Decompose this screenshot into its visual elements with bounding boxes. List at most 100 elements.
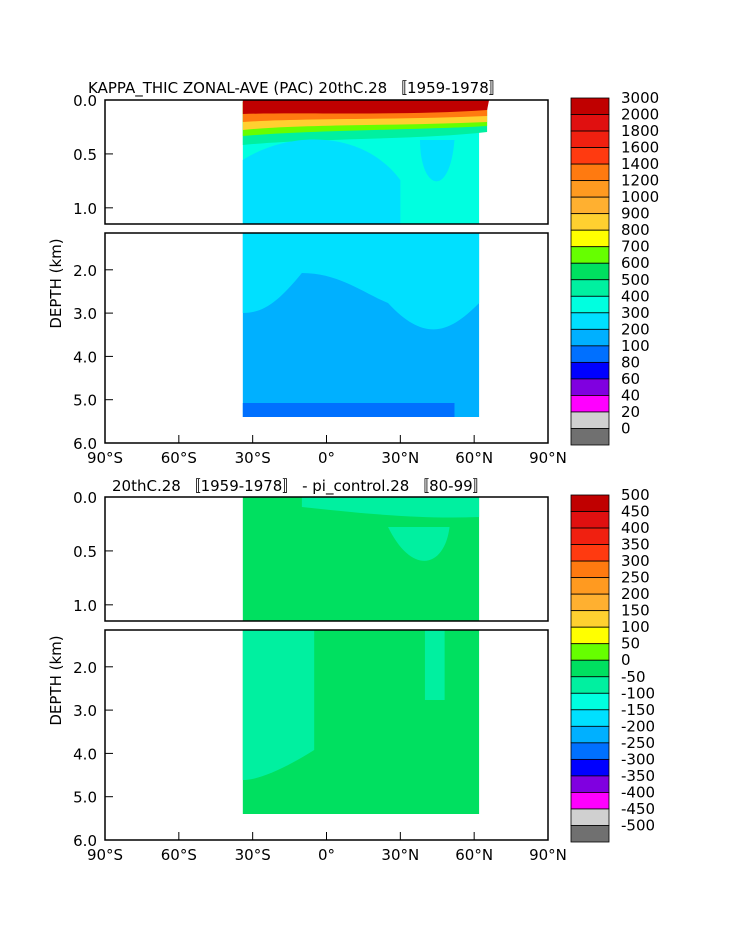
field-band-200 [242, 403, 455, 417]
y-tick-label: 0.5 [73, 146, 97, 164]
y-tick-label: 2.0 [73, 262, 97, 280]
colorbar-label: 500 [621, 486, 650, 504]
colorbar-label: -500 [621, 816, 655, 834]
colorbar-swatch [570, 775, 610, 793]
colorbar-swatch [570, 411, 610, 429]
colorbar-swatch [570, 378, 610, 396]
field-region-lower-400 [242, 233, 480, 330]
y-tick-label: 3.0 [73, 305, 97, 323]
colorbar-label: -200 [621, 717, 655, 735]
colorbar-label: 1800 [621, 122, 659, 140]
y-tick-label: 2.0 [73, 659, 97, 677]
colorbar-label: 250 [621, 569, 650, 587]
colorbar-label: 2000 [621, 106, 659, 124]
colorbar: 3000200018001600140012001000900800700600… [570, 89, 659, 446]
field-layers [242, 497, 480, 814]
colorbar-label: 400 [621, 519, 650, 537]
x-tick-label: 0° [318, 449, 335, 467]
x-tick-label: 60°N [455, 449, 493, 467]
chart-title: KAPPA_THIC ZONAL-AVE (PAC) 20thC.28 〚195… [88, 79, 504, 98]
y-tick-label: 5.0 [73, 789, 97, 807]
colorbar-label: -350 [621, 767, 655, 785]
colorbar-label: 0 [621, 419, 631, 437]
colorbar-swatch [570, 229, 610, 248]
colorbar-swatch [570, 163, 610, 182]
colorbar-label: 400 [621, 287, 650, 305]
colorbar-swatch [570, 328, 610, 347]
colorbar-label: 3000 [621, 89, 659, 107]
colorbar-label: 150 [621, 602, 650, 620]
y-tick-label: 0.0 [73, 489, 97, 507]
colorbar-label: 300 [621, 304, 650, 322]
colorbar-swatch [570, 825, 610, 843]
colorbar-swatch [570, 692, 610, 711]
colorbar-swatch [570, 577, 610, 595]
colorbar-label: 700 [621, 238, 650, 256]
colorbar-label: -100 [621, 684, 655, 702]
field-layers [242, 100, 490, 417]
colorbar-label: 1400 [621, 155, 659, 173]
colorbar-label: 20 [621, 403, 640, 421]
colorbar-swatch [570, 130, 610, 148]
y-tick-label: 0.0 [73, 92, 97, 110]
field-patch-400 [420, 140, 455, 182]
colorbar-swatch [570, 742, 610, 760]
y-axis-label: DEPTH (km) [47, 635, 65, 725]
field-band-neg50 [301, 497, 480, 518]
x-tick-label: 60°S [161, 449, 197, 467]
colorbar-label: 40 [621, 386, 640, 404]
colorbar-swatch [570, 345, 610, 363]
colorbar-label: 60 [621, 370, 640, 388]
field-region-400 [242, 139, 401, 224]
colorbar-swatch [570, 792, 610, 810]
chart-title: 20thC.28 〚1959-1978〛 - pi_control.28 〚80… [112, 477, 488, 496]
colorbar-label: 1600 [621, 139, 659, 157]
x-tick-label: 90°N [529, 846, 567, 864]
colorbar-label: 200 [621, 585, 650, 603]
field-patch-neg50 [388, 527, 450, 561]
y-tick-label: 1.0 [73, 200, 97, 218]
x-tick-label: 30°N [381, 449, 419, 467]
colorbar-swatch [570, 246, 610, 264]
colorbar-swatch [570, 196, 610, 215]
colorbar-swatch [570, 593, 610, 612]
colorbar-label: 500 [621, 271, 650, 289]
axes-upper [104, 496, 549, 622]
field-band-3000 [242, 100, 490, 114]
colorbar-label: 0 [621, 651, 631, 669]
colorbar-label: -50 [621, 668, 646, 686]
colorbar-swatch [570, 312, 610, 330]
colorbar-label: 50 [621, 635, 640, 653]
colorbar-swatch [570, 610, 610, 628]
colorbar-label: 450 [621, 503, 650, 521]
colorbar-swatch [570, 626, 610, 645]
colorbar-swatch [570, 659, 610, 678]
colorbar-swatch [570, 180, 610, 198]
colorbar-swatch [570, 395, 610, 413]
chart-panel-1: KAPPA_THIC ZONAL-AVE (PAC) 20thC.28 〚195… [47, 79, 659, 467]
y-axis-label: DEPTH (km) [47, 238, 65, 328]
axes-upper [104, 99, 549, 225]
colorbar-swatch [570, 676, 610, 694]
y-tick-label: 5.0 [73, 392, 97, 410]
x-tick-label: 90°S [87, 846, 123, 864]
colorbar-swatch [570, 147, 610, 165]
colorbar-label: 100 [621, 618, 650, 636]
colorbar-swatch [570, 511, 610, 529]
colorbar: 500450400350300250200150100500-50-100-15… [570, 486, 655, 843]
field-strip-neg50 [424, 630, 445, 700]
colorbar-label: 300 [621, 552, 650, 570]
colorbar-label: 200 [621, 320, 650, 338]
chart-panel-2: 20thC.28 〚1959-1978〛 - pi_control.28 〚80… [47, 477, 655, 864]
x-tick-label: 60°N [455, 846, 493, 864]
colorbar-swatch [570, 262, 610, 281]
colorbar-label: -300 [621, 750, 655, 768]
colorbar-swatch [570, 709, 610, 727]
x-tick-label: 30°N [381, 846, 419, 864]
colorbar-label: -400 [621, 783, 655, 801]
field-base-upper [242, 497, 480, 621]
colorbar-label: -450 [621, 800, 655, 818]
colorbar-swatch [570, 361, 610, 380]
y-tick-label: 6.0 [73, 435, 97, 453]
